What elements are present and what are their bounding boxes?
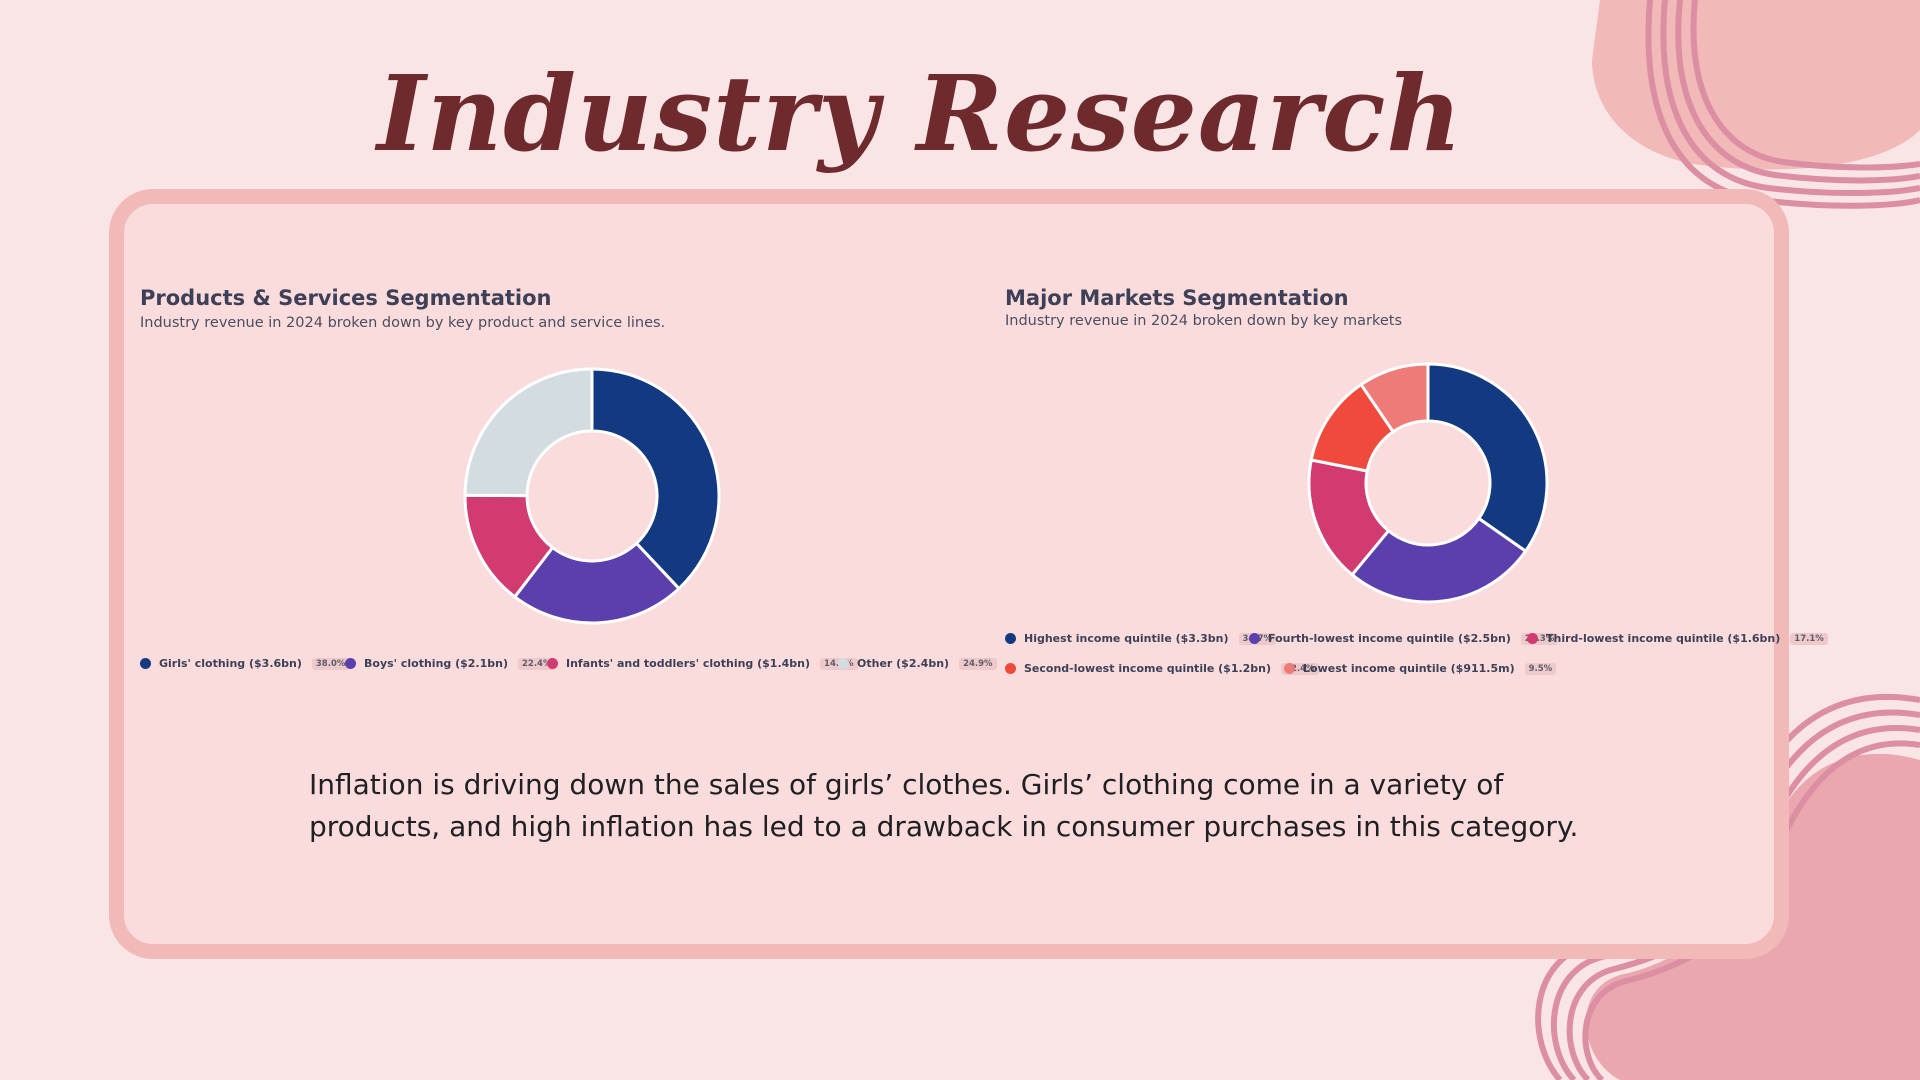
products-chart-title: Products & Services Segmentation bbox=[140, 286, 552, 310]
products-legend-item: Boys' clothing ($2.1bn) 22.4% bbox=[345, 657, 556, 670]
markets-legend-swatch bbox=[1005, 663, 1016, 674]
products-legend-percent: 24.9% bbox=[959, 657, 997, 670]
markets-legend-percent: 9.5% bbox=[1524, 662, 1557, 675]
summary-line-2: products, and high inflation has led to … bbox=[309, 810, 1579, 843]
products-legend-percent: 38.0% bbox=[311, 657, 350, 670]
markets-chart-title: Major Markets Segmentation bbox=[1005, 286, 1349, 310]
markets-legend-swatch bbox=[1249, 633, 1260, 644]
markets-legend-swatch bbox=[1284, 663, 1295, 674]
markets-legend-item: Fourth-lowest income quintile ($2.5bn) 26… bbox=[1249, 632, 1559, 645]
markets-legend-item: Highest income quintile ($3.3bn)34.7% bbox=[1005, 632, 1277, 645]
markets-legend-item: Second-lowest income quintile ($1.2bn) 12… bbox=[1005, 662, 1319, 675]
markets-slice-1 bbox=[1350, 516, 1528, 604]
markets-legend-label: Third-lowest income quintile ($1.6bn) bbox=[1546, 632, 1781, 645]
page-title: Industry Research bbox=[376, 52, 1464, 175]
products-legend-item: Girls' clothing ($3.6bn) 38.0% bbox=[140, 657, 350, 670]
products-legend-item: Other ($2.4bn) 24.9% bbox=[838, 657, 997, 670]
products-chart-subtitle: Industry revenue in 2024 broken down by … bbox=[140, 315, 666, 331]
products-legend-label: Boys' clothing ($2.1bn) bbox=[364, 657, 508, 670]
products-slice-1 bbox=[512, 541, 682, 625]
products-legend-percent: 22.4% bbox=[518, 657, 556, 670]
products-legend-label: Other ($2.4bn) bbox=[857, 657, 950, 670]
content-frame bbox=[109, 189, 1789, 959]
markets-chart-subtitle: Industry revenue in 2024 broken down by … bbox=[1005, 313, 1403, 329]
markets-legend-percent: 17.1% bbox=[1790, 632, 1828, 645]
products-legend-swatch bbox=[838, 658, 849, 669]
markets-slice-4 bbox=[1359, 362, 1430, 434]
products-legend-swatch bbox=[547, 658, 558, 669]
products-slice-3 bbox=[463, 367, 594, 498]
products-legend-label: Infants' and toddlers' clothing ($1.4bn) bbox=[566, 657, 811, 670]
markets-legend-label: Fourth-lowest income quintile ($2.5bn) bbox=[1268, 632, 1511, 645]
markets-legend-swatch bbox=[1527, 633, 1538, 644]
decor-blob-top-right bbox=[1592, 0, 1920, 170]
markets-slice-0 bbox=[1426, 362, 1549, 554]
products-slice-0 bbox=[590, 367, 721, 591]
products-donut-chart bbox=[463, 367, 721, 625]
products-legend-swatch bbox=[345, 658, 356, 669]
markets-legend-item: Third-lowest income quintile ($1.6bn) 17.… bbox=[1527, 632, 1828, 645]
markets-legend-label: Lowest income quintile ($911.5m) bbox=[1303, 662, 1515, 675]
markets-legend-swatch bbox=[1005, 633, 1016, 644]
markets-legend-label: Highest income quintile ($3.3bn) bbox=[1024, 632, 1229, 645]
markets-donut-chart bbox=[1307, 362, 1549, 604]
summary-line-1: Inflation is driving down the sales of g… bbox=[309, 768, 1504, 801]
summary-text: Inflation is driving down the sales of g… bbox=[309, 764, 1709, 848]
markets-legend-label: Second-lowest income quintile ($1.2bn) bbox=[1024, 662, 1272, 675]
products-legend-swatch bbox=[140, 658, 151, 669]
products-legend-item: Infants' and toddlers' clothing ($1.4bn)… bbox=[547, 657, 858, 670]
products-legend-label: Girls' clothing ($3.6bn) bbox=[159, 657, 302, 670]
markets-legend-item: Lowest income quintile ($911.5m) 9.5% bbox=[1284, 662, 1557, 675]
